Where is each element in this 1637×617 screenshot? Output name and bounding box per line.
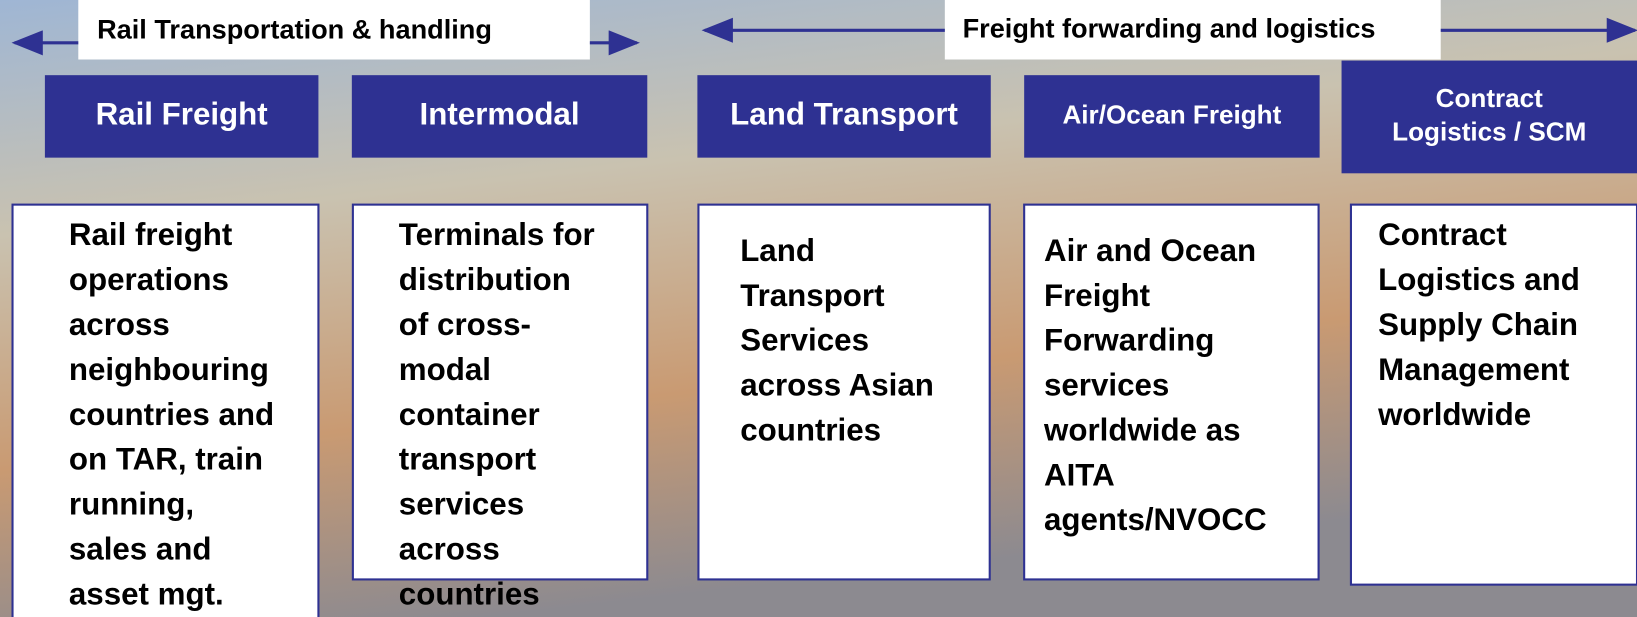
description-line: countries and	[69, 397, 274, 432]
description-line: countries	[399, 576, 540, 611]
description-line: running,	[69, 487, 194, 522]
column-header	[1341, 60, 1637, 174]
description-line: countries	[740, 412, 881, 447]
description-line: across Asian	[740, 368, 934, 403]
description-line: Management	[1378, 352, 1570, 387]
column-header	[697, 75, 991, 158]
description-line: of cross-	[399, 307, 531, 342]
description-line: transport	[399, 442, 537, 477]
description-line: Forwarding	[1044, 323, 1214, 358]
description-line: Freight	[1044, 278, 1151, 313]
label-box	[78, 0, 590, 60]
description-box	[697, 203, 991, 581]
description-line: Services	[740, 323, 869, 358]
description-line: neighbouring	[69, 352, 269, 387]
description-line: services	[399, 487, 524, 522]
description-line: Transport	[740, 278, 885, 313]
description-line: Contract	[1378, 217, 1507, 252]
description-line: Terminals for	[399, 217, 595, 252]
description-line: Logistics and	[1378, 262, 1580, 297]
column-title: Contract	[1436, 83, 1544, 113]
description-line: across	[399, 531, 500, 566]
description-line: modal	[399, 352, 491, 387]
group-label: Freight forwarding and logistics	[963, 12, 1376, 43]
description-box	[11, 203, 320, 617]
description-line: distribution	[399, 262, 571, 297]
column-header	[44, 75, 319, 158]
description-line: Land	[740, 233, 815, 268]
description-box	[1023, 203, 1320, 581]
description-line: agents/NVOCC	[1044, 502, 1267, 537]
column-title: Land Transport	[730, 97, 958, 132]
description-box	[351, 203, 649, 581]
description-line: across	[69, 307, 170, 342]
description-line: Rail freight	[69, 217, 233, 252]
description-line: services	[1044, 368, 1169, 403]
column-header	[351, 75, 648, 158]
column-title: Logistics / SCM	[1392, 117, 1586, 147]
description-line: operations	[69, 262, 229, 297]
description-line: worldwide	[1377, 397, 1531, 432]
label-box	[944, 0, 1441, 60]
description-line: worldwide as	[1043, 412, 1241, 447]
column-title: Intermodal	[420, 97, 580, 132]
description-line: on TAR, train	[69, 442, 263, 477]
description-box	[1349, 203, 1637, 586]
description-line: sales and	[69, 531, 212, 566]
description-line: Supply Chain	[1378, 307, 1578, 342]
description-line: Air and Ocean	[1044, 233, 1256, 268]
column-title: Rail Freight	[96, 97, 269, 132]
column-header	[1024, 75, 1320, 158]
group-label: Rail Transportation & handling	[97, 13, 492, 44]
column-title: Air/Ocean Freight	[1062, 99, 1281, 129]
description-line: container	[399, 397, 540, 432]
description-line: asset mgt.	[69, 576, 224, 611]
description-line: AITA	[1044, 457, 1115, 492]
